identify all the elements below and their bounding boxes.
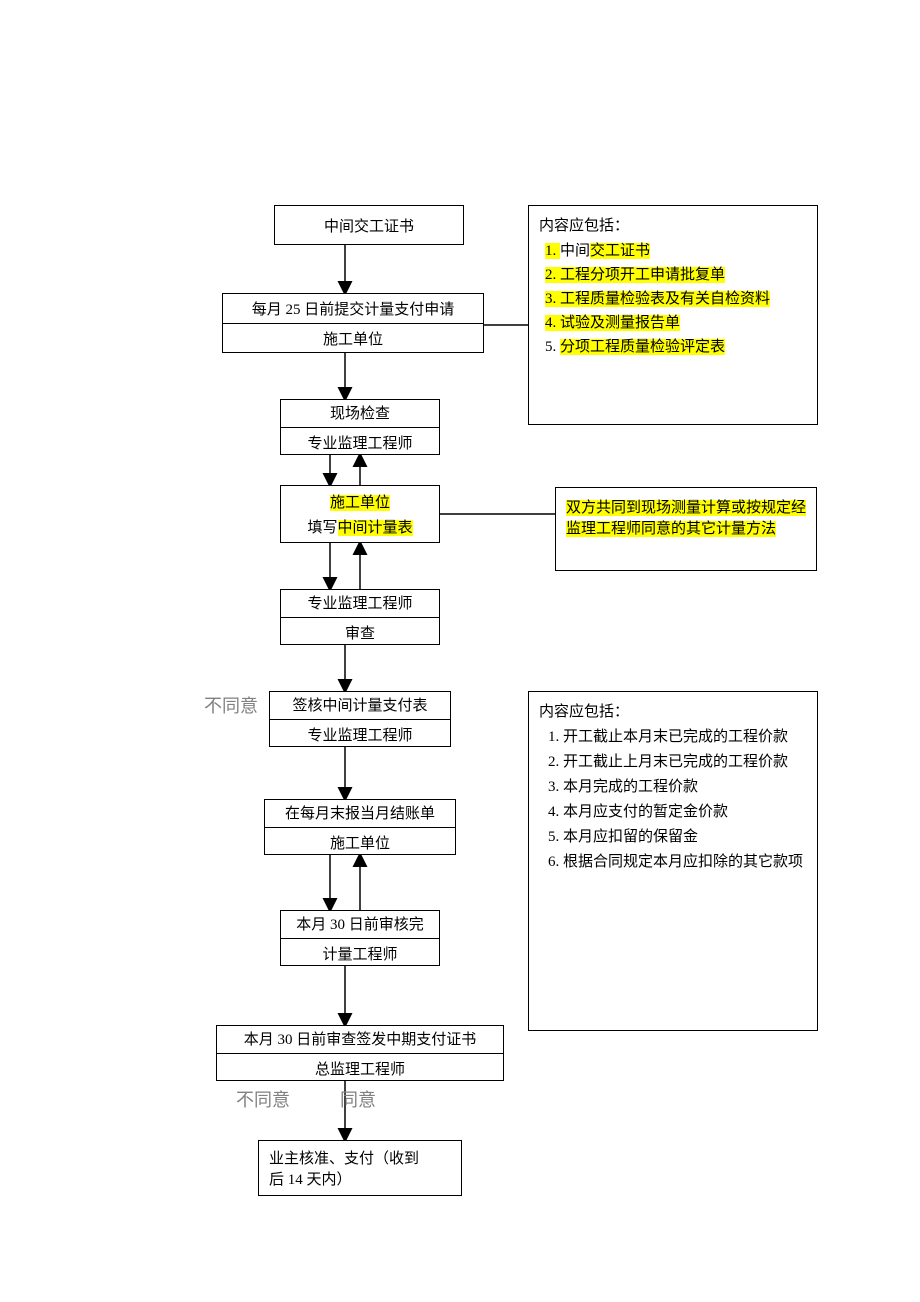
note-list: 1. 中间交工证书2. 工程分项开工申请批复单3. 工程质量检验表及有关自检资料… — [539, 239, 807, 356]
highlighted-text: 试验及测量报告单 — [560, 315, 680, 331]
label-disagree-2: 不同意 — [236, 1086, 290, 1112]
node-text: 签核中间计量支付表 — [286, 690, 433, 719]
highlighted-text: 工程分项开工申请批复单 — [560, 267, 725, 283]
note-header: 内容应包括： — [539, 214, 807, 235]
note-list-item: 2. 工程分项开工申请批复单 — [545, 263, 807, 284]
node-line: 后 14 天内） — [269, 1168, 352, 1189]
note-list-item: 本月应支付的暂定金价款 — [563, 800, 807, 821]
node-monthly-statement: 在每月末报当月结账单 施工单位 — [264, 799, 456, 855]
list-number: 5. — [545, 339, 560, 355]
list-number: 3. — [545, 291, 560, 307]
node-sub: 总监理工程师 — [217, 1053, 503, 1083]
note-list-item: 1. 中间交工证书 — [545, 239, 807, 260]
note-header: 内容应包括： — [539, 700, 807, 721]
node-text: 中间交工证书 — [318, 211, 420, 240]
list-number: 2. — [545, 267, 560, 283]
node-sub: 施工单位 — [223, 323, 483, 353]
highlighted-text: 双方共同到现场测量计算或按规定经监理工程师同意的其它计量方法 — [566, 500, 806, 537]
note-list-item: 本月完成的工程价款 — [563, 775, 807, 796]
node-sub: 审查 — [281, 617, 439, 647]
highlighted-text: 分项工程质量检验评定表 — [560, 339, 725, 355]
node-text: 在每月末报当月结账单 — [279, 798, 441, 827]
node-sub: 施工单位 — [265, 827, 455, 857]
highlighted-text: 工程质量检验表及有关自检资料 — [560, 291, 770, 307]
note-list-item: 根据合同规定本月应扣除的其它款项 — [563, 850, 807, 871]
node-text: 现场检查 — [324, 398, 396, 427]
label-agree: 同意 — [340, 1086, 376, 1112]
note-content-includes-2: 内容应包括： 开工截止本月末已完成的工程价款开工截止上月末已完成的工程价款本月完… — [528, 691, 818, 1031]
highlighted-text: 施工单位 — [330, 495, 390, 511]
note-list-item: 3. 工程质量检验表及有关自检资料 — [545, 287, 807, 308]
note-list-item: 本月应扣留的保留金 — [563, 825, 807, 846]
node-text: 本月 30 日前审核完 — [290, 909, 430, 938]
node-owner-approve-pay: 业主核准、支付（收到 后 14 天内） — [258, 1140, 462, 1196]
list-number: 4. — [545, 315, 560, 331]
connectors-layer — [0, 0, 920, 1302]
note-content-includes-1: 内容应包括： 1. 中间交工证书2. 工程分项开工申请批复单3. 工程质量检验表… — [528, 205, 818, 425]
node-line2: 填写中间计量表 — [307, 516, 412, 541]
node-line: 业主核准、支付（收到 — [269, 1147, 419, 1168]
node-text: 专业监理工程师 — [301, 588, 418, 617]
note-list: 开工截止本月末已完成的工程价款开工截止上月末已完成的工程价款本月完成的工程价款本… — [539, 725, 807, 871]
node-site-inspection: 现场检查 专业监理工程师 — [280, 399, 440, 455]
node-sign-measurement-payment: 签核中间计量支付表 专业监理工程师 — [269, 691, 451, 747]
note-measurement-method: 双方共同到现场测量计算或按规定经监理工程师同意的其它计量方法 — [555, 487, 817, 571]
note-list-item: 4. 试验及测量报告单 — [545, 311, 807, 332]
highlighted-text: 交工证书 — [590, 243, 650, 259]
node-fill-intermediate-measurement: 施工单位 填写中间计量表 — [280, 485, 440, 543]
node-submit-measurement-application: 每月 25 日前提交计量支付申请 施工单位 — [222, 293, 484, 353]
node-issue-interim-payment-cert: 本月 30 日前审查签发中期支付证书 总监理工程师 — [216, 1025, 504, 1081]
label-disagree-1: 不同意 — [204, 692, 258, 718]
node-text: 本月 30 日前审查签发中期支付证书 — [238, 1024, 483, 1053]
node-sub: 专业监理工程师 — [270, 719, 450, 749]
node-intermediate-completion-cert: 中间交工证书 — [274, 205, 464, 245]
node-text: 每月 25 日前提交计量支付申请 — [246, 294, 461, 323]
note-list-item: 5. 分项工程质量检验评定表 — [545, 335, 807, 356]
node-audit-by-30th: 本月 30 日前审核完 计量工程师 — [280, 910, 440, 966]
node-engineer-review: 专业监理工程师 审查 — [280, 589, 440, 645]
node-sub: 专业监理工程师 — [281, 427, 439, 457]
note-list-item: 开工截止上月末已完成的工程价款 — [563, 750, 807, 771]
highlighted-text: 中间计量表 — [338, 520, 413, 536]
node-text: 施工单位 — [324, 487, 396, 516]
note-list-item: 开工截止本月末已完成的工程价款 — [563, 725, 807, 746]
list-number: 1. — [545, 243, 560, 259]
node-sub: 计量工程师 — [281, 938, 439, 968]
